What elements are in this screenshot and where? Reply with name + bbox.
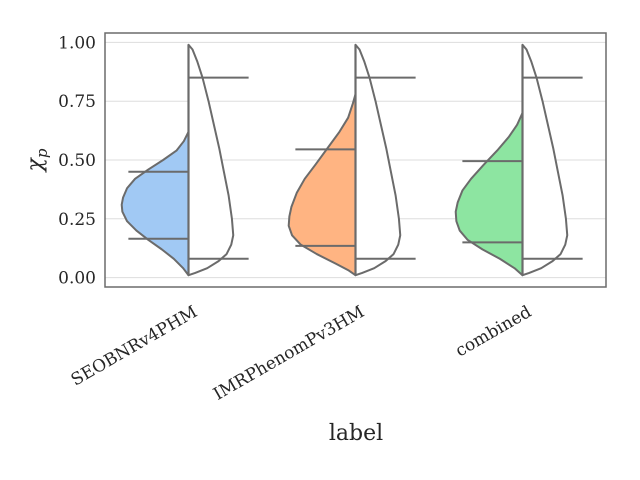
- violin-left-half: [120, 130, 190, 277]
- violin-right-half: [187, 43, 235, 277]
- violin-left-half: [454, 111, 524, 277]
- x-tick-labels: SEOBNRv4PHM IMRPhenomPv3HM combined: [68, 302, 535, 405]
- axes-frame: [104, 32, 607, 288]
- violin-combined: [454, 43, 583, 277]
- y-tick-label: 0.00: [58, 269, 96, 289]
- violin-right-half: [521, 43, 569, 277]
- violin-IMRPhenomPv3HM: [287, 43, 416, 277]
- y-axis-title-subscript: p: [33, 148, 51, 158]
- violin-right-half: [354, 43, 402, 277]
- x-axis-title: label: [329, 421, 383, 446]
- y-tick-label: 0.50: [58, 151, 96, 171]
- y-tick-labels: 0.00 0.25 0.50 0.75 1.00: [58, 33, 96, 288]
- x-tick-label: IMRPhenomPv3HM: [210, 302, 368, 405]
- violin-left-half: [287, 93, 357, 277]
- x-tick-label: combined: [452, 302, 535, 361]
- y-tick-label: 0.75: [58, 92, 96, 112]
- x-tick-label: SEOBNRv4PHM: [68, 302, 201, 390]
- y-axis-title-symbol: χ: [23, 156, 48, 173]
- y-axis-title: χp: [23, 148, 51, 173]
- violin-plot-area: [120, 43, 583, 277]
- y-tick-label: 0.25: [58, 210, 96, 230]
- violin-SEOBNRv4PHM: [120, 43, 249, 277]
- y-tick-label: 1.00: [58, 33, 96, 53]
